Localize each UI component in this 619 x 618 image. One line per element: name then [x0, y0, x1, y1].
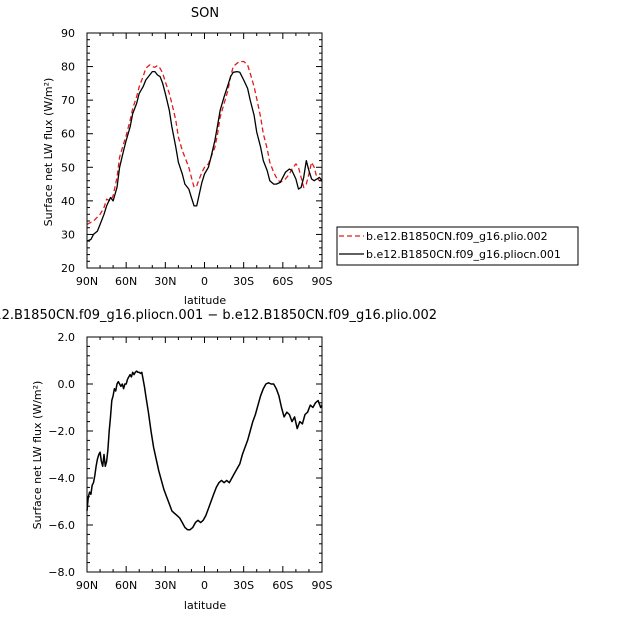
y-tick-label: 50	[61, 161, 75, 174]
x-tick-label: 90N	[76, 275, 98, 288]
series-line-plio	[86, 60, 322, 225]
y-tick-label: 30	[61, 228, 75, 241]
series-line-difference	[86, 370, 323, 531]
y-tick-label: −2.0	[48, 425, 75, 438]
y-tick-label: 60	[61, 128, 75, 141]
x-tick-label: 90S	[312, 579, 333, 592]
x-tick-label: 30N	[154, 275, 176, 288]
x-tick-label: 30S	[233, 579, 254, 592]
x-tick-label: 90N	[76, 579, 98, 592]
top-x-axis-title: latitude	[184, 294, 226, 307]
x-tick-label: 30N	[154, 579, 176, 592]
bottom-y-axis: −8.0 −6.0 −4.0 −2.0 0.0 2.0	[48, 331, 322, 579]
top-y-axis: 20 30 40 50 60 70 80 90	[61, 27, 322, 275]
x-tick-label: 60S	[272, 275, 293, 288]
legend-box	[336, 226, 579, 266]
legend-label-plio: b.e12.B1850CN.f09_g16.plio.002	[366, 230, 548, 243]
x-tick-label: 60N	[115, 275, 137, 288]
x-tick-label: 60S	[272, 579, 293, 592]
x-tick-label: 0	[201, 275, 208, 288]
top-chart-title: SON	[191, 6, 219, 21]
top-y-axis-title: Surface net LW flux (W/m²)	[42, 78, 55, 227]
bottom-y-axis-title: Surface net LW flux (W/m²)	[31, 381, 44, 530]
bottom-chart-title: b.e12.B1850CN.f09_g16.pliocn.001 − b.e12…	[0, 308, 437, 323]
legend-label-pliocn: b.e12.B1850CN.f09_g16.pliocn.001	[366, 248, 561, 261]
legend: b.e12.B1850CN.f09_g16.plio.002 b.e12.B18…	[336, 226, 579, 266]
y-tick-label: −6.0	[48, 519, 75, 532]
y-tick-label: 0.0	[58, 378, 76, 391]
y-tick-label: −8.0	[48, 566, 75, 579]
y-tick-label: 20	[61, 262, 75, 275]
bottom-x-axis: 90N 60N 30N 0 30S 60S 90S	[76, 337, 333, 592]
x-tick-label: 0	[201, 579, 208, 592]
y-tick-label: −4.0	[48, 472, 75, 485]
y-tick-label: 2.0	[58, 331, 76, 344]
x-tick-label: 90S	[312, 275, 333, 288]
y-tick-label: 80	[61, 61, 75, 74]
top-x-axis: 90N 60N 30N 0 30S 60S 90S	[76, 33, 333, 288]
y-tick-label: 70	[61, 94, 75, 107]
bottom-x-axis-title: latitude	[184, 599, 226, 612]
x-tick-label: 60N	[115, 579, 137, 592]
y-tick-label: 40	[61, 195, 75, 208]
bottom-panel: b.e12.B1850CN.f09_g16.pliocn.001 − b.e12…	[0, 308, 437, 612]
series-line-pliocn	[86, 70, 323, 242]
x-tick-label: 30S	[233, 275, 254, 288]
y-tick-label: 90	[61, 27, 75, 40]
top-panel: SON 20 30 40 50 60 70 80 90 90N 60N 30N 0 30S 60S 90S…	[42, 6, 333, 307]
